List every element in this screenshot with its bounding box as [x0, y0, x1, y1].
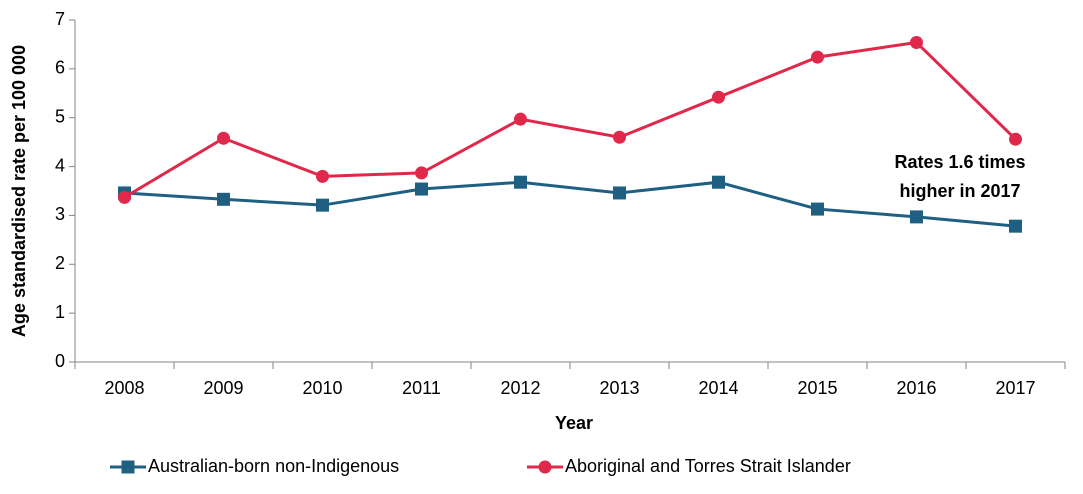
legend-marker: [538, 460, 552, 474]
data-point: [910, 210, 923, 224]
data-point: [217, 131, 230, 145]
data-point: [910, 35, 923, 49]
x-tick-label: 2015: [797, 378, 837, 398]
x-axis-label: Year: [555, 413, 593, 433]
data-point: [514, 175, 527, 189]
y-tick-label: 6: [55, 58, 65, 78]
data-point: [514, 112, 527, 126]
x-tick-label: 2016: [896, 378, 936, 398]
legend-marker: [121, 460, 135, 474]
x-tick-label: 2013: [599, 378, 639, 398]
y-tick-label: 1: [55, 302, 65, 322]
data-point: [712, 175, 725, 189]
x-tick-label: 2009: [203, 378, 243, 398]
y-tick-label: 5: [55, 106, 65, 126]
series-line: [123, 40, 1017, 199]
legend-label: Australian-born non-Indigenous: [148, 456, 399, 476]
y-tick-label: 7: [55, 9, 65, 29]
data-point: [712, 90, 725, 104]
x-tick-label: 2010: [302, 378, 342, 398]
data-point: [316, 198, 329, 212]
data-point: [415, 182, 428, 196]
y-tick-label: 3: [55, 204, 65, 224]
data-point: [613, 186, 626, 200]
data-point: [811, 50, 824, 64]
data-point: [316, 169, 329, 183]
data-point: [613, 130, 626, 144]
x-tick-label: 2011: [402, 378, 441, 398]
annotation: higher in 2017: [899, 181, 1020, 201]
x-tick-label: 2014: [698, 378, 738, 398]
y-tick-label: 0: [55, 351, 65, 371]
data-point: [1009, 219, 1022, 233]
data-point: [811, 202, 824, 216]
x-tick-label: 2008: [104, 378, 144, 398]
data-point: [415, 166, 428, 180]
series-line: [124, 180, 1016, 228]
data-point: [217, 192, 230, 206]
x-tick-label: 2012: [500, 378, 540, 398]
data-point: [118, 190, 131, 204]
y-tick-label: 2: [55, 253, 65, 273]
data-point: [1009, 132, 1022, 146]
y-tick-label: 4: [55, 155, 65, 175]
legend-label: Aboriginal and Torres Strait Islander: [565, 456, 851, 476]
y-axis-label: Age standardised rate per 100 000: [9, 45, 29, 337]
annotation: Rates 1.6 times: [894, 152, 1025, 172]
x-tick-label: 2017: [995, 378, 1035, 398]
